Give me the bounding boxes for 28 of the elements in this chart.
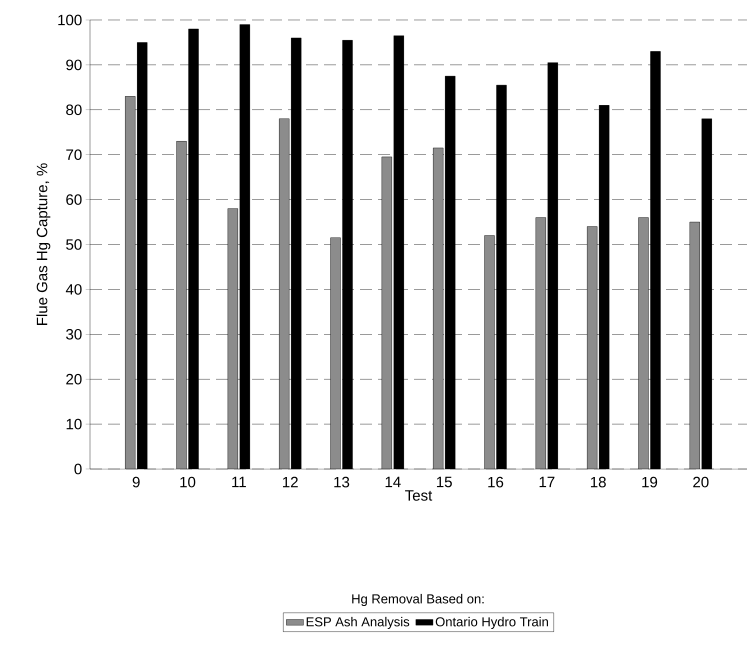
x-tick-label: 14 [386,476,401,488]
x-tick-label: 11 [232,476,246,488]
y-tick-label: 50 [66,239,82,250]
x-tick-label: 10 [180,476,196,488]
y-tick-label: 90 [66,60,82,70]
legend-label: Ontario Hydro Train [436,616,548,629]
x-tick-label: 15 [436,476,452,488]
x-tick-label: 19 [642,476,658,488]
x-tick-label: 18 [590,476,606,488]
legend-title: Hg Removal Based on: [352,594,484,606]
y-tick-label: 0 [74,464,82,474]
y-tick-label: 40 [66,284,82,295]
x-tick-label: 9 [132,476,140,488]
y-tick-label: 60 [66,194,82,205]
y-tick-label: 30 [66,328,82,340]
x-tick-label: 17 [540,476,554,488]
y-tick-label: 10 [66,418,82,430]
y-tick-label: 20 [66,374,82,384]
x-axis-title: Test [405,490,432,501]
y-tick-label: 100 [58,14,82,26]
legend-label: ESP Ash Analysis [306,616,410,629]
y-tick-label: 70 [66,149,82,160]
x-tick-label: 16 [488,476,504,488]
y-tick-label: 80 [66,104,82,116]
x-tick-label: 13 [334,476,350,488]
y-axis-title: Flue Gas Hg Capture, % [36,163,50,325]
x-tick-label: 20 [693,476,709,488]
x-tick-label: 12 [282,476,298,488]
